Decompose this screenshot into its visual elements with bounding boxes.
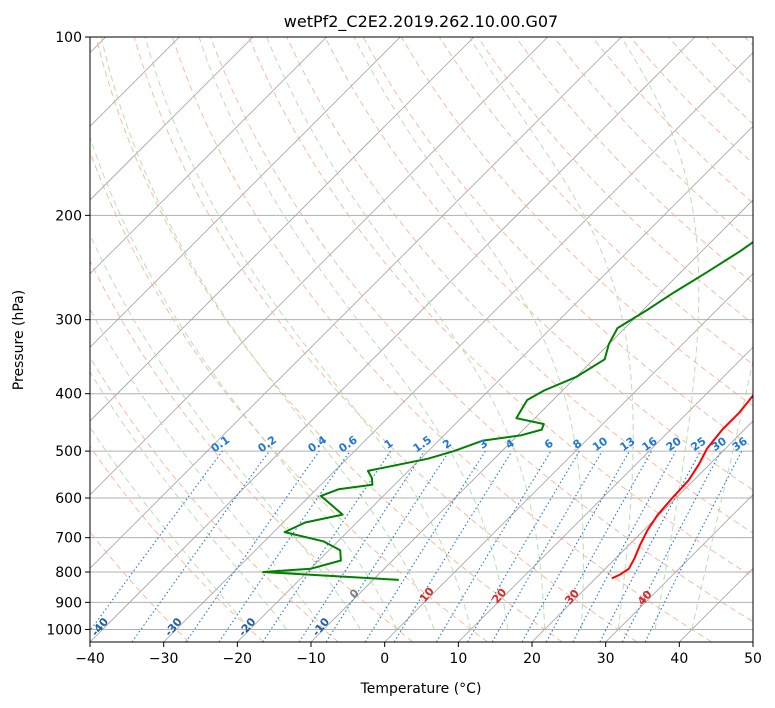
mixing-ratio-line <box>393 450 513 642</box>
dewpoint-profile-line <box>262 240 753 581</box>
dry-adiabat-line <box>171 37 712 642</box>
mixing-ratio-line <box>572 450 677 642</box>
y-axis-title: Pressure (hPa) <box>11 290 27 390</box>
moist-adiabat-line <box>266 37 546 630</box>
isotherm-line <box>90 37 401 348</box>
isotherm-line <box>90 37 696 642</box>
moist-adiabat-line <box>90 370 288 630</box>
moist-adiabat-line <box>198 37 509 630</box>
moist-adiabat-line <box>90 308 324 630</box>
x-tick-label: 10 <box>449 651 467 667</box>
y-tick-label: 300 <box>55 313 82 329</box>
dry-adiabat-line <box>90 259 414 642</box>
x-tick-label: −20 <box>223 651 253 667</box>
isotherm-line <box>90 37 475 422</box>
x-tick-label: 0 <box>380 651 389 667</box>
x-tick-label: 30 <box>597 651 615 667</box>
mixing-ratio-line <box>545 450 653 642</box>
temperature-profile-line <box>611 393 753 580</box>
isotherm-line <box>90 37 254 201</box>
dry-adiabat-line <box>210 37 753 623</box>
x-tick-label: 40 <box>670 651 688 667</box>
x-tick-label: 50 <box>744 651 762 667</box>
grid-layer <box>90 37 753 642</box>
moist-adiabat-line <box>100 37 435 630</box>
y-tick-label: 1000 <box>46 622 82 638</box>
y-tick-label: 600 <box>55 491 82 507</box>
mixing-ratio-line <box>185 450 320 642</box>
mixing-ratio-line <box>644 450 743 642</box>
curve-layer <box>262 240 753 581</box>
x-tick-label: −10 <box>296 651 326 667</box>
dry-adiabat-line <box>248 37 753 578</box>
moist-adiabat-line <box>90 232 361 630</box>
y-tick-label: 400 <box>55 387 82 403</box>
isotherm-line <box>458 346 753 642</box>
isotherm-line <box>163 52 753 642</box>
x-tick-label: 20 <box>523 651 541 667</box>
isotherm-line <box>605 494 753 642</box>
moist-adiabat-line <box>469 37 634 630</box>
x-tick-label: −30 <box>149 651 179 667</box>
moist-adiabat-line <box>90 426 251 630</box>
dry-adiabat-line <box>515 37 753 284</box>
dry-adiabat-line <box>90 356 339 642</box>
isotherm-line <box>237 125 753 642</box>
y-tick-label: 500 <box>55 444 82 460</box>
mixing-ratio-line <box>325 450 450 642</box>
mixing-ratio-line <box>262 450 392 642</box>
x-axis-title: Temperature (°C) <box>360 681 482 697</box>
isotherm-line <box>90 37 327 275</box>
y-tick-label: 800 <box>55 565 82 581</box>
isotherm-line <box>90 37 622 569</box>
y-tick-label: 700 <box>55 531 82 547</box>
moist-adiabat-line <box>144 37 472 630</box>
y-tick-label: 200 <box>55 208 82 224</box>
plot-frame <box>89 36 754 643</box>
dry-adiabat-line <box>133 37 638 642</box>
isotherm-line <box>384 273 753 642</box>
moist-adiabat-line <box>620 37 700 630</box>
y-tick-label: 900 <box>55 595 82 611</box>
y-tick-label: 100 <box>55 30 82 46</box>
dry-adiabat-line <box>286 37 753 534</box>
dry-adiabat-line <box>90 445 264 642</box>
x-axis: −40 −30 −20 −10 0 10 20 30 40 50 <box>75 642 762 667</box>
mixing-ratio-line <box>521 450 630 642</box>
y-axis: 100 200 300 400 500 600 700 800 900 1000 <box>46 30 90 638</box>
dry-adiabat-line <box>95 37 563 642</box>
moist-adiabat-line <box>90 135 398 630</box>
isotherm-line <box>531 420 753 642</box>
mixing-ratio-line <box>131 450 270 642</box>
moist-adiabat-line <box>691 358 753 630</box>
x-tick-label: −40 <box>75 651 105 667</box>
isotherm-line <box>90 37 548 496</box>
mixing-ratio-line <box>218 450 351 642</box>
dry-adiabat-line <box>324 37 753 491</box>
chart-title: wetPf2_C2E2.2019.262.10.00.G07 <box>284 12 558 32</box>
mixing-ratio-line <box>298 450 425 642</box>
mixing-ratio-line <box>90 450 223 632</box>
moist-adiabat-line <box>353 37 584 630</box>
